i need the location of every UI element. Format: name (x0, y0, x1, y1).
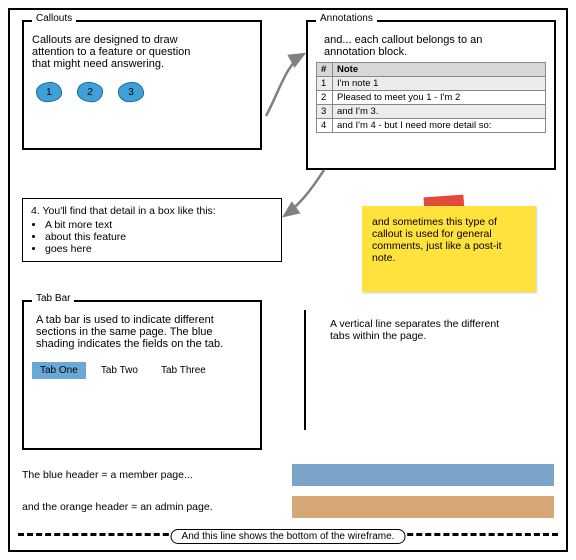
admin-header-bar (292, 496, 554, 518)
callout-blob-3: 3 (118, 82, 145, 103)
arrow-callouts-to-annotations (262, 50, 312, 120)
tabbar-title: Tab Bar (32, 293, 74, 304)
detail-item: about this feature (45, 231, 273, 243)
arrow-annotations-to-detail (280, 166, 330, 222)
admin-header-label: and the orange header = an admin page. (22, 501, 292, 513)
detail-item: A bit more text (45, 219, 273, 231)
vline-caption: A vertical line separates the different … (330, 318, 510, 342)
tab-three[interactable]: Tab Three (153, 362, 214, 379)
callout-blob-2: 2 (76, 81, 104, 104)
tab-two[interactable]: Tab Two (93, 362, 146, 379)
admin-header-row: and the orange header = an admin page. (22, 496, 554, 518)
member-header-label: The blue header = a member page... (22, 469, 292, 481)
annotations-intro: and... each callout belongs to an annota… (324, 34, 494, 58)
col-note: Note (333, 63, 546, 77)
tabbar-panel: Tab Bar A tab bar is used to indicate di… (22, 300, 262, 450)
tabbar-text: A tab bar is used to indicate different … (36, 314, 226, 350)
callouts-text: Callouts are designed to draw attention … (32, 34, 202, 70)
table-row: 3and I'm 3. (317, 105, 546, 119)
callout-blob-1: 1 (35, 81, 62, 103)
callout-blobs: 1 2 3 (32, 78, 252, 102)
postit-text: and sometimes this type of callout is us… (372, 216, 502, 264)
detail-box: 4. You'll find that detail in a box like… (22, 198, 282, 262)
annotations-panel: Annotations and... each callout belongs … (306, 20, 556, 170)
table-row: 1I'm note 1 (317, 77, 546, 91)
detail-heading: 4. You'll find that detail in a box like… (31, 205, 273, 217)
callouts-title: Callouts (32, 13, 76, 24)
table-row: 4and I'm 4 - but I need more detail so: (317, 119, 546, 133)
annotations-title: Annotations (316, 13, 377, 24)
col-num: # (317, 63, 333, 77)
tab-one[interactable]: Tab One (32, 362, 86, 379)
member-header-row: The blue header = a member page... (22, 464, 554, 486)
annotations-table: # Note 1I'm note 1 2Pleased to meet you … (316, 62, 546, 133)
member-header-bar (292, 464, 554, 486)
bottom-label: And this line shows the bottom of the wi… (171, 529, 406, 544)
wireframe-frame: Callouts Callouts are designed to draw a… (8, 8, 568, 552)
detail-item: goes here (45, 243, 273, 255)
callouts-panel: Callouts Callouts are designed to draw a… (22, 20, 262, 150)
postit-note: and sometimes this type of callout is us… (362, 206, 536, 292)
vertical-divider (304, 310, 306, 430)
table-row: 2Pleased to meet you 1 - I'm 2 (317, 91, 546, 105)
